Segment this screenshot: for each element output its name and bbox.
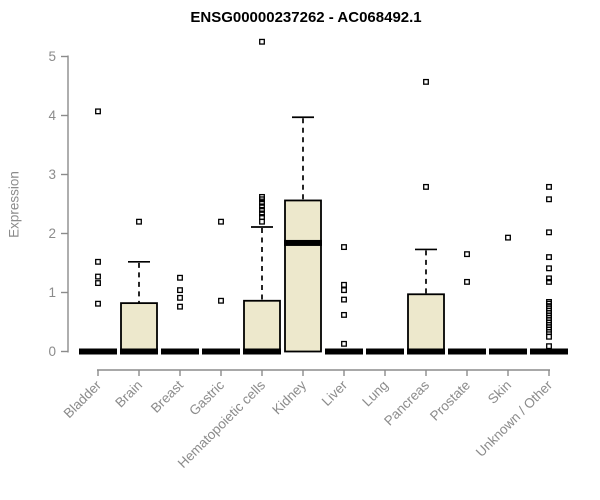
outlier-point (341, 281, 347, 288)
outlier-point (546, 275, 552, 282)
box-rect (284, 199, 322, 353)
outlier-point (546, 333, 552, 340)
outlier-point (423, 183, 429, 190)
outlier-point (259, 203, 265, 210)
outlier-point (341, 287, 347, 294)
box-group-hematopoietic-cells (243, 38, 281, 355)
box-group-skin (489, 234, 527, 355)
outlier-point (546, 229, 552, 236)
x-tick-label-prostate: Prostate (427, 378, 473, 424)
collapsed-box-median-line (79, 348, 117, 355)
y-tick-label: 0 (48, 344, 56, 359)
outlier-point (259, 210, 265, 217)
outlier-point (177, 294, 183, 301)
box-group-pancreas (407, 78, 445, 355)
box-group-kidney (284, 116, 322, 353)
x-tick-label-gastric: Gastric (186, 377, 227, 418)
box-group-bladder (79, 108, 117, 355)
x-tick-label-pancreas: Pancreas (381, 377, 432, 428)
outlier-point (177, 274, 183, 281)
y-tick-label: 3 (48, 167, 56, 182)
outlier-point (136, 218, 142, 225)
collapsed-box-median-line (366, 348, 404, 355)
outlier-point (341, 340, 347, 347)
box-group-gastric (202, 218, 240, 355)
collapsed-box-median-line (161, 348, 199, 355)
outlier-point (423, 78, 429, 85)
x-tick-label-lung: Lung (359, 378, 391, 410)
box-group-unknown-other (530, 183, 568, 355)
box-group-prostate (448, 251, 486, 355)
y-tick-label: 2 (48, 226, 56, 241)
box-rect (407, 293, 445, 353)
box-group-breast (161, 274, 199, 355)
outlier-point (546, 343, 552, 350)
outlier-point (341, 244, 347, 251)
outlier-point (546, 183, 552, 190)
collapsed-box-median-line (530, 348, 568, 355)
box-group-brain (120, 218, 158, 355)
x-tick-label-breast: Breast (148, 377, 186, 415)
outlier-point (95, 258, 101, 265)
outlier-point (546, 196, 552, 203)
box-group-lung (366, 348, 404, 355)
y-tick-label: 5 (48, 49, 56, 64)
outlier-point (95, 300, 101, 307)
median-line (284, 239, 322, 246)
median-line (407, 348, 445, 355)
x-tick-label-kidney: Kidney (269, 377, 309, 417)
outlier-point (546, 265, 552, 272)
outlier-point (546, 298, 552, 305)
outlier-point (95, 280, 101, 287)
outlier-point (259, 38, 265, 45)
box-rect (120, 302, 158, 353)
y-tick-label: 1 (48, 285, 56, 300)
outlier-point (341, 296, 347, 303)
outlier-point (505, 234, 511, 241)
outlier-point (464, 278, 470, 285)
median-line (120, 348, 158, 355)
outlier-point (95, 273, 101, 280)
outlier-point (259, 218, 265, 225)
x-tick-label-liver: Liver (319, 377, 351, 409)
median-line (243, 348, 281, 355)
outlier-point (177, 287, 183, 294)
x-tick-label-unknown-other: Unknown / Other (473, 377, 556, 460)
outlier-point (546, 278, 552, 285)
outlier-point (218, 297, 224, 304)
y-tick-label: 4 (48, 108, 56, 123)
outlier-point (259, 206, 265, 213)
collapsed-box-median-line (448, 348, 486, 355)
chart-title: ENSG00000237262 - AC068492.1 (190, 9, 422, 26)
collapsed-box-median-line (202, 348, 240, 355)
box-group-liver (325, 244, 363, 355)
outlier-point (259, 199, 265, 206)
outlier-point (177, 303, 183, 310)
outlier-point (546, 254, 552, 261)
x-tick-label-skin: Skin (485, 378, 514, 407)
collapsed-box-median-line (325, 348, 363, 355)
box-rect (243, 299, 281, 353)
outlier-point (259, 193, 265, 200)
outlier-point (95, 108, 101, 115)
outlier-point (464, 251, 470, 258)
x-tick-label-bladder: Bladder (61, 377, 105, 421)
outlier-point (259, 214, 265, 220)
y-axis-title: Expression (6, 171, 22, 238)
outlier-point (218, 218, 224, 225)
x-tick-label-brain: Brain (112, 378, 145, 411)
collapsed-box-median-line (489, 348, 527, 355)
outlier-point (341, 311, 347, 318)
